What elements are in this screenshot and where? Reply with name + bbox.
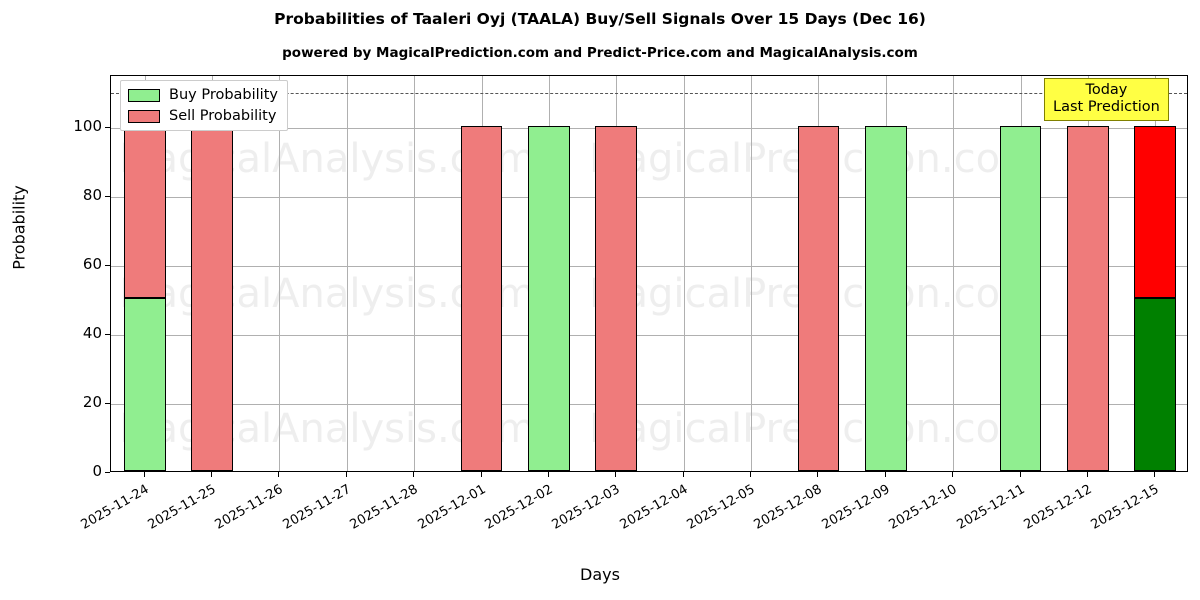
legend-item-sell[interactable]: Sell Probability bbox=[128, 108, 278, 124]
bar[interactable] bbox=[595, 76, 638, 471]
x-axis-tick-mark bbox=[144, 472, 145, 477]
y-axis-tick-mark bbox=[105, 402, 110, 404]
today-annotation: Today Last Prediction bbox=[1044, 78, 1169, 122]
y-axis-tick-label: 40 bbox=[82, 323, 102, 342]
chart-legend: Buy Probability Sell Probability bbox=[120, 80, 288, 131]
bar-segment-sell[interactable] bbox=[191, 125, 233, 471]
x-axis-tick-mark bbox=[1154, 472, 1155, 477]
bar-segment-sell[interactable] bbox=[797, 125, 840, 471]
chart-subtitle: powered by MagicalPrediction.com and Pre… bbox=[282, 45, 918, 61]
y-axis-tick-label: 80 bbox=[82, 185, 102, 204]
bar[interactable] bbox=[191, 76, 233, 471]
bar[interactable] bbox=[864, 76, 907, 471]
x-axis-tick-mark bbox=[413, 472, 414, 477]
bar[interactable] bbox=[999, 76, 1042, 471]
gridline-horizontal bbox=[111, 127, 1187, 129]
chart-title: Probabilities of Taaleri Oyj (TAALA) Buy… bbox=[274, 10, 926, 28]
gridline-vertical bbox=[279, 76, 280, 471]
legend-swatch-buy bbox=[128, 88, 160, 102]
x-axis-tick-mark bbox=[1087, 472, 1088, 477]
legend-label-buy: Buy Probability bbox=[169, 87, 278, 103]
bar-segment-buy[interactable] bbox=[999, 125, 1042, 471]
x-axis-tick-mark bbox=[548, 472, 549, 477]
x-axis-tick-mark bbox=[481, 472, 482, 477]
x-axis-tick-mark bbox=[211, 472, 212, 477]
x-axis-tick-mark bbox=[278, 472, 279, 477]
bar-segment-buy[interactable] bbox=[864, 125, 907, 471]
gridline-vertical bbox=[953, 76, 954, 471]
threshold-dashed-line bbox=[111, 93, 1187, 95]
y-axis-tick-mark bbox=[105, 264, 110, 266]
x-axis-tick-mark bbox=[1020, 472, 1021, 477]
bar-segment-sell[interactable] bbox=[460, 125, 503, 471]
y-axis-tick-mark bbox=[105, 195, 110, 197]
y-axis-label: Probability bbox=[9, 185, 29, 270]
y-axis-tick-mark bbox=[105, 126, 110, 128]
today-annotation-line1: Today bbox=[1085, 82, 1128, 98]
x-axis-label: Days bbox=[580, 565, 620, 584]
gridline-vertical bbox=[751, 76, 752, 471]
x-axis-tick-mark bbox=[683, 472, 684, 477]
x-axis-tick-mark bbox=[615, 472, 616, 477]
bar-today[interactable] bbox=[1134, 76, 1177, 471]
bar[interactable] bbox=[528, 76, 570, 471]
gridline-vertical bbox=[347, 76, 348, 471]
x-axis-tick-mark bbox=[952, 472, 953, 477]
plot-area: MagicalAnalysis.comMagicalPrediction.com… bbox=[110, 75, 1188, 472]
bar-segment-buy[interactable] bbox=[1134, 298, 1177, 471]
y-axis-tick-label: 60 bbox=[82, 254, 102, 273]
y-axis-tick-label: 20 bbox=[82, 392, 102, 411]
bar-segment-sell[interactable] bbox=[1067, 125, 1109, 471]
gridline-vertical bbox=[684, 76, 685, 471]
bar-segment-buy[interactable] bbox=[123, 298, 166, 471]
x-axis-tick-mark bbox=[346, 472, 347, 477]
y-axis-tick-label: 100 bbox=[73, 116, 102, 135]
gridline-vertical bbox=[414, 76, 415, 471]
x-axis-tick-mark bbox=[750, 472, 751, 477]
bar-segment-sell[interactable] bbox=[595, 125, 638, 471]
bar-segment-sell[interactable] bbox=[123, 125, 166, 299]
bar[interactable] bbox=[1067, 76, 1109, 471]
x-axis-tick-mark bbox=[817, 472, 818, 477]
today-annotation-line2: Last Prediction bbox=[1053, 99, 1160, 116]
gridline-horizontal bbox=[111, 334, 1187, 336]
bar-segment-buy[interactable] bbox=[528, 125, 570, 471]
x-axis-tick-mark bbox=[885, 472, 886, 477]
y-axis-tick-mark bbox=[105, 472, 110, 473]
y-axis-tick-label: 0 bbox=[92, 462, 102, 480]
gridline-horizontal bbox=[111, 196, 1187, 198]
bar[interactable] bbox=[460, 76, 503, 471]
legend-item-buy[interactable]: Buy Probability bbox=[128, 87, 278, 103]
bar-segment-sell[interactable] bbox=[1134, 125, 1177, 299]
y-axis-tick-mark bbox=[105, 333, 110, 335]
gridline-horizontal bbox=[111, 265, 1187, 267]
gridline-horizontal bbox=[111, 403, 1187, 405]
legend-swatch-sell bbox=[128, 109, 160, 123]
bar[interactable] bbox=[797, 76, 840, 471]
bar[interactable] bbox=[123, 76, 166, 471]
legend-label-sell: Sell Probability bbox=[169, 108, 277, 124]
